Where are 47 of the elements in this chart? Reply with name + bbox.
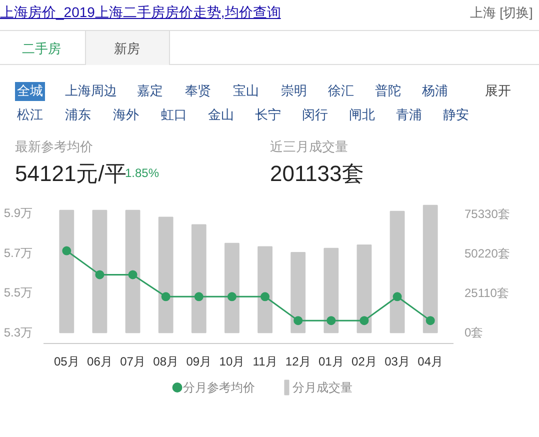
point — [128, 270, 138, 280]
point — [426, 316, 435, 326]
point — [360, 316, 369, 326]
x-tick-label: 08月 — [153, 354, 179, 368]
point — [62, 246, 72, 256]
point — [194, 292, 204, 302]
point — [294, 316, 303, 326]
x-tick-label: 05月 — [54, 354, 80, 368]
bar — [224, 242, 240, 334]
x-tick-label: 12月 — [285, 354, 311, 368]
point — [95, 270, 104, 280]
bar — [125, 210, 140, 334]
point — [326, 316, 336, 326]
bar — [290, 252, 306, 334]
bar — [92, 210, 108, 334]
y2-tick-label: 0套 — [464, 326, 484, 340]
bar — [324, 248, 339, 334]
x-tick-label: 01月 — [318, 354, 344, 368]
x-tick-label: 07月 — [120, 354, 146, 368]
point — [260, 292, 270, 302]
bar — [158, 216, 174, 334]
point — [161, 292, 170, 302]
bar — [390, 210, 405, 334]
x-tick-label: 03月 — [384, 354, 410, 368]
bar — [191, 224, 206, 334]
y2-tick-label: 25110套 — [464, 286, 509, 300]
bar — [258, 246, 272, 334]
y2-tick-label: 75330套 — [464, 206, 510, 221]
x-tick-label: 11月 — [252, 354, 278, 368]
point — [392, 292, 402, 302]
y2-tick-label: 50220套 — [464, 246, 510, 260]
y-tick-label: 5.3万 — [4, 326, 33, 340]
legend-label: 分月参考均价 — [182, 380, 255, 394]
bar — [59, 210, 74, 334]
bar — [356, 244, 372, 334]
point — [227, 292, 236, 302]
x-tick-label: 02月 — [352, 354, 377, 368]
x-tick-label: 06月 — [87, 354, 112, 368]
x-tick-label: 10月 — [219, 354, 245, 368]
y-tick-label: 5.7万 — [4, 246, 33, 260]
bar — [422, 204, 438, 334]
chart-title: 上海房价_2019上海二手房房价走势,均价查询 — [0, 3, 281, 22]
x-tick-label: 09月 — [186, 354, 212, 368]
legend-label: 分月成交量 — [292, 380, 352, 394]
y-tick-label: 5.5万 — [4, 286, 33, 300]
y-tick-label: 5.9万 — [4, 206, 33, 220]
x-tick-label: 04月 — [418, 354, 444, 368]
